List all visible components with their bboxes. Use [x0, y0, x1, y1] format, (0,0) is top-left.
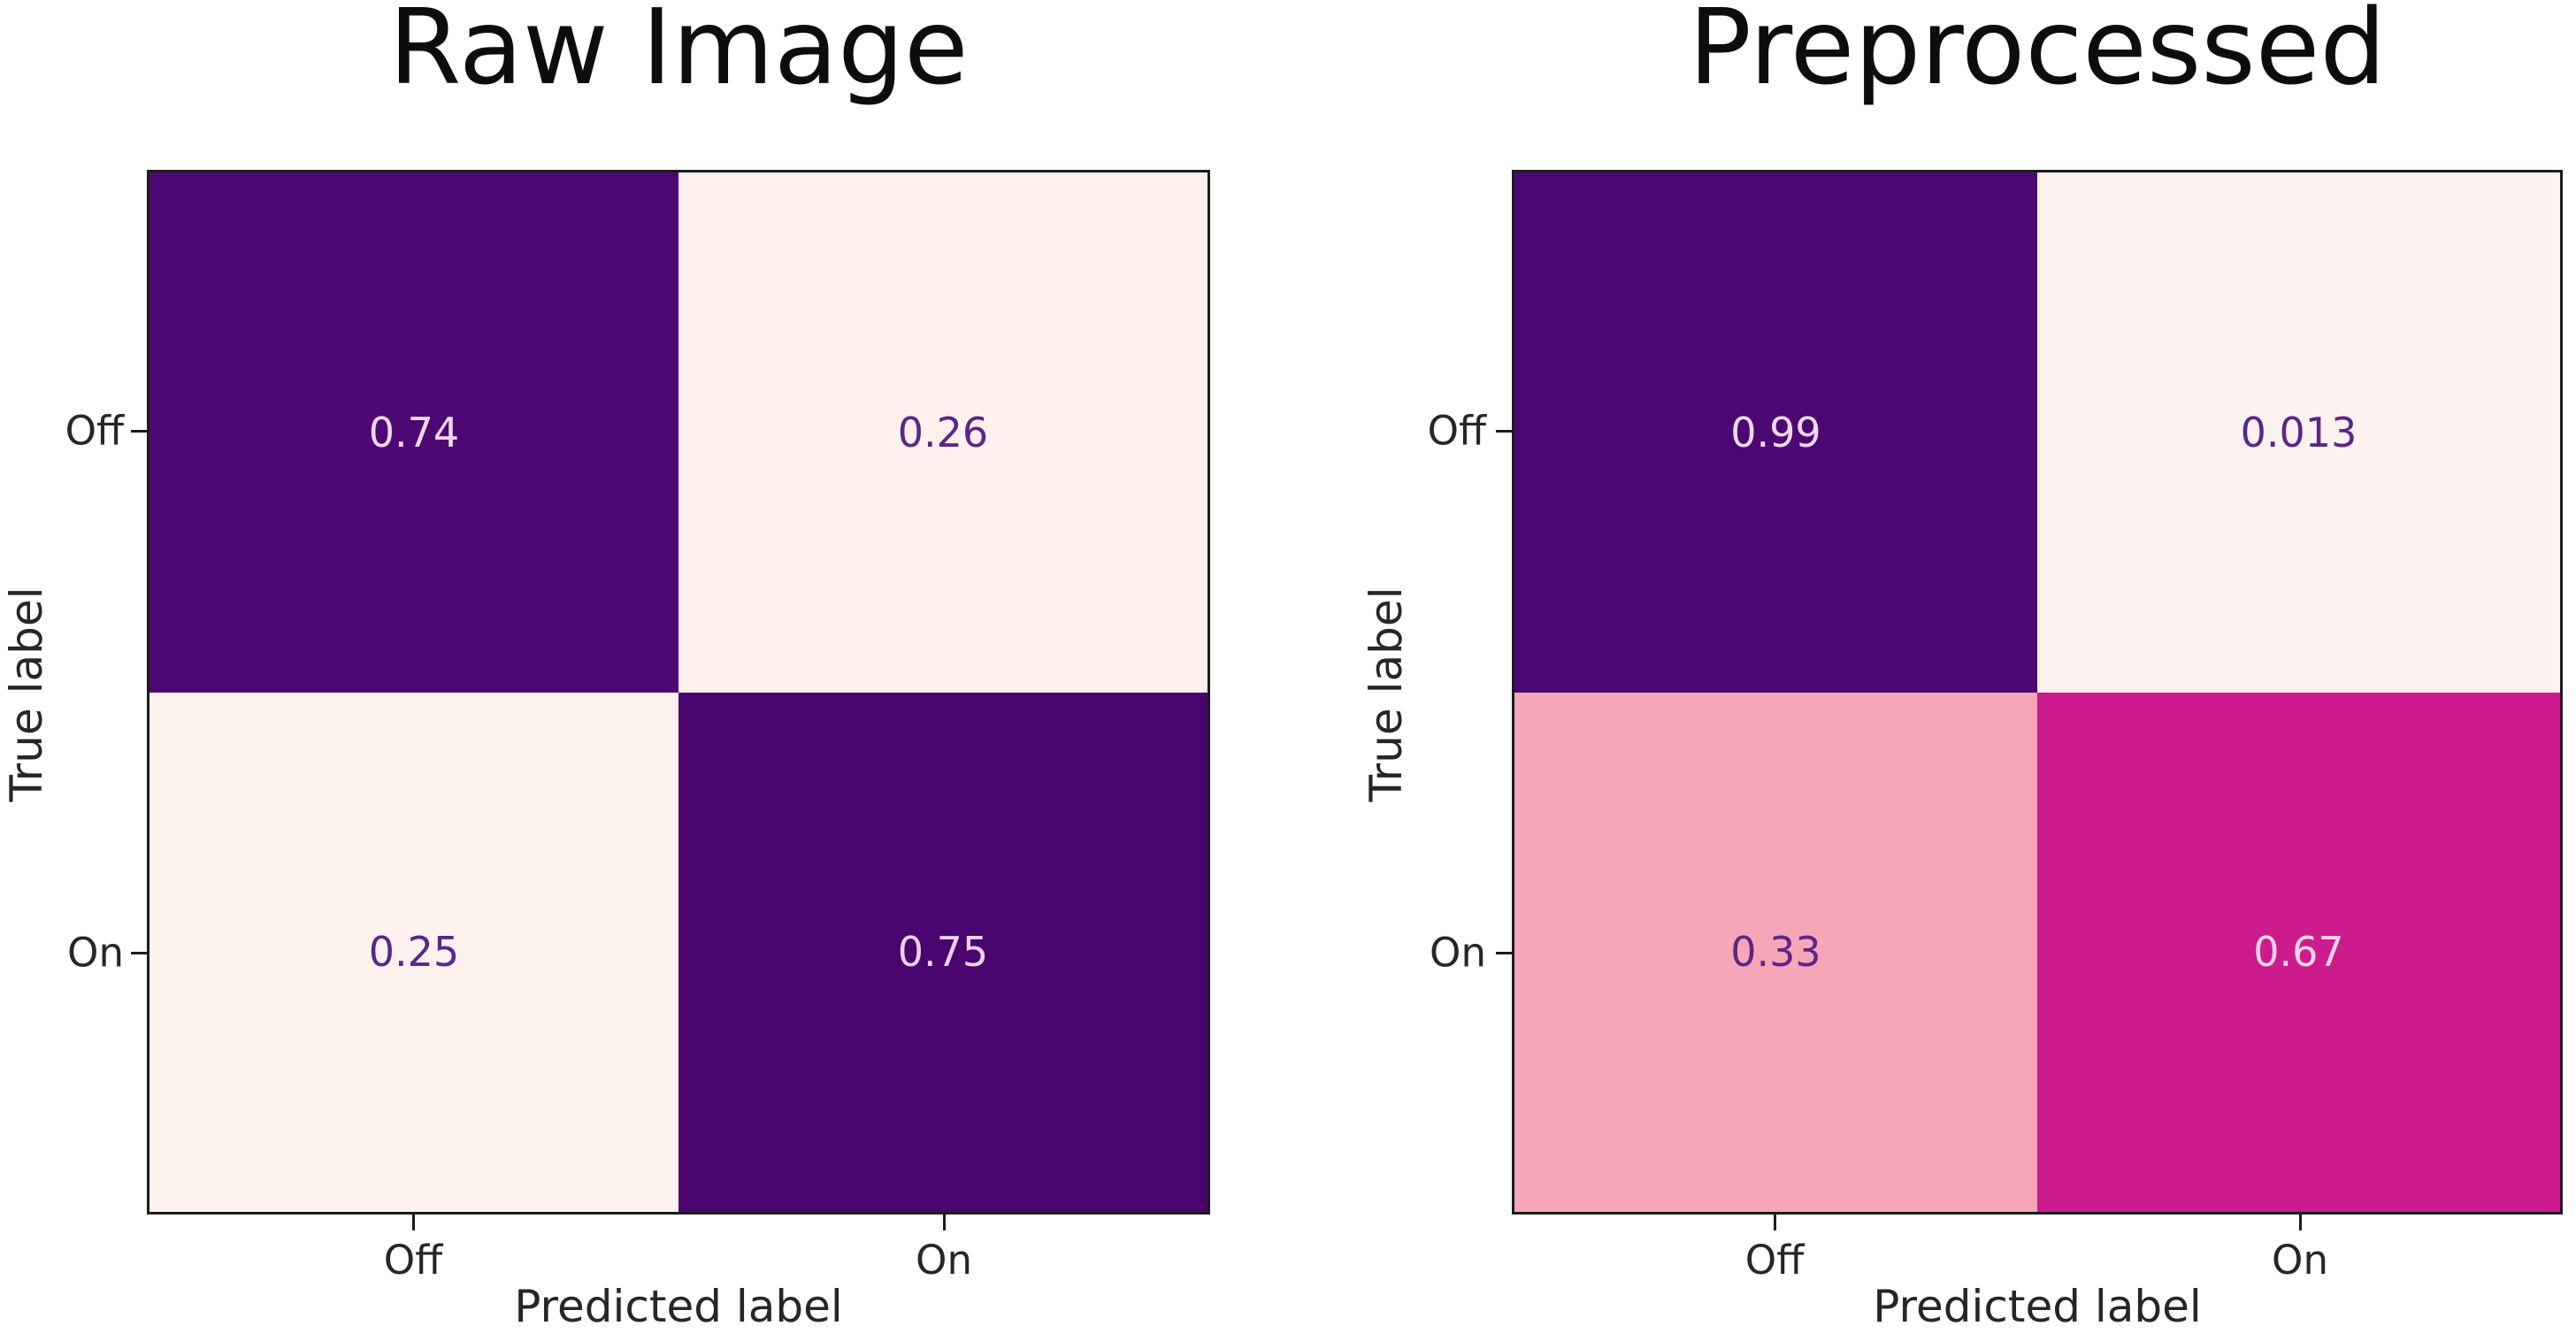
x-tick-mark [412, 1215, 415, 1230]
x-axis-label: Predicted label [1873, 1281, 2202, 1332]
x-tick-mark [943, 1215, 946, 1230]
heatmap-raw-image: 0.74 0.26 0.25 0.75 [147, 170, 1210, 1215]
cell-value: 0.013 [2240, 408, 2358, 456]
y-tick-label-on: On [1430, 929, 1486, 977]
cell-value: 0.99 [1730, 408, 1821, 456]
cell-value: 0.26 [897, 408, 989, 456]
cell-value: 0.75 [897, 928, 989, 977]
cell-pre-true-on-pred-off: 0.33 [1514, 692, 2037, 1212]
y-tick-mark [1496, 430, 1512, 433]
cell-value: 0.74 [368, 408, 460, 456]
y-tick-label-off: Off [65, 407, 124, 455]
y-tick-label-off: Off [1427, 407, 1486, 455]
cell-raw-true-on-pred-on: 0.75 [678, 692, 1208, 1212]
cell-value: 0.25 [368, 928, 460, 977]
y-tick-label-on: On [67, 929, 124, 977]
cell-value: 0.67 [2253, 928, 2344, 977]
cell-pre-true-off-pred-off: 0.99 [1514, 172, 2037, 693]
panel-title: Preprocessed [1688, 0, 2387, 108]
cell-pre-true-off-pred-on: 0.013 [2037, 172, 2560, 693]
y-tick-mark [131, 430, 147, 433]
cell-pre-true-on-pred-on: 0.67 [2037, 692, 2560, 1212]
x-tick-mark [2299, 1215, 2302, 1230]
panel-title: Raw Image [388, 0, 969, 108]
x-tick-label-off: Off [1744, 1237, 1805, 1284]
heatmap-preprocessed: 0.99 0.013 0.33 0.67 [1512, 170, 2563, 1215]
x-tick-label-on: On [916, 1237, 972, 1284]
cell-value: 0.33 [1730, 928, 1821, 977]
cell-raw-true-off-pred-off: 0.74 [150, 172, 678, 693]
cell-raw-true-on-pred-off: 0.25 [150, 692, 678, 1212]
cell-raw-true-off-pred-on: 0.26 [678, 172, 1208, 693]
x-tick-label-on: On [2272, 1237, 2328, 1284]
y-tick-mark [131, 952, 147, 954]
y-tick-mark [1496, 952, 1512, 954]
x-tick-mark [1774, 1215, 1776, 1230]
x-tick-label-off: Off [383, 1237, 443, 1284]
x-axis-label: Predicted label [514, 1281, 843, 1332]
